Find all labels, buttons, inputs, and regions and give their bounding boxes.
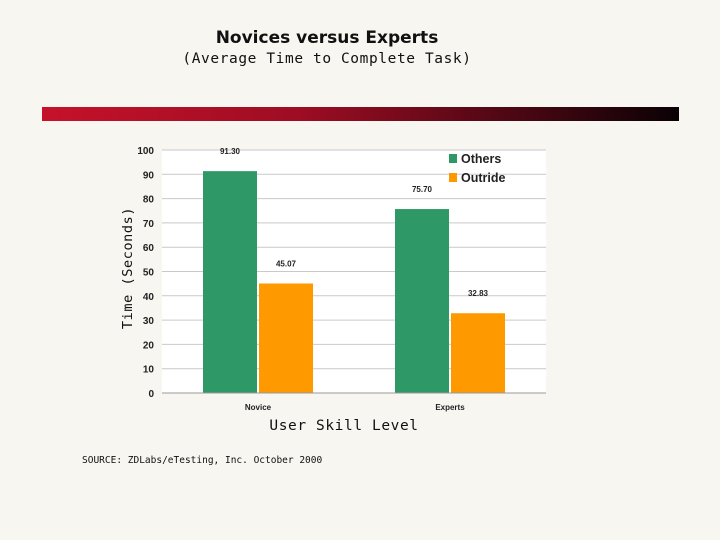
data-label: 91.30 [220, 147, 241, 156]
title-divider-banner [42, 107, 679, 121]
bar-others-experts [395, 209, 449, 393]
y-tick-label: 70 [143, 219, 155, 230]
y-tick-label: 100 [137, 146, 154, 157]
legend-swatch-outride [449, 173, 457, 182]
bar-outride-experts [451, 313, 505, 393]
data-label: 45.07 [276, 259, 297, 268]
chart-title: Novices versus Experts [215, 28, 439, 48]
y-tick-label: 30 [143, 316, 155, 327]
y-tick-label: 40 [143, 292, 155, 303]
data-label: 32.83 [468, 289, 489, 298]
x-tick-label: Experts [435, 403, 465, 412]
y-tick-label: 20 [143, 340, 155, 351]
source-note: SOURCE: ZDLabs/eTesting, Inc. October 20… [82, 455, 323, 466]
y-tick-label: 10 [143, 365, 155, 376]
y-tick-label: 0 [148, 389, 154, 400]
y-tick-label: 60 [143, 243, 155, 254]
x-axis-label: User Skill Level [269, 418, 419, 434]
legend-swatch-others [449, 154, 457, 163]
legend-label: Others [461, 152, 501, 166]
bar-others-novice [203, 171, 257, 393]
legend-label: Outride [461, 171, 505, 185]
y-tick-label: 50 [143, 268, 155, 279]
y-tick-label: 80 [143, 195, 155, 206]
chart-subtitle: (Average Time to Complete Task) [182, 51, 472, 67]
y-tick-label: 90 [143, 170, 155, 181]
data-label: 75.70 [412, 185, 433, 194]
y-axis-label: Time (Seconds) [120, 206, 136, 330]
bar-outride-novice [259, 283, 313, 393]
x-tick-label: Novice [245, 403, 272, 412]
